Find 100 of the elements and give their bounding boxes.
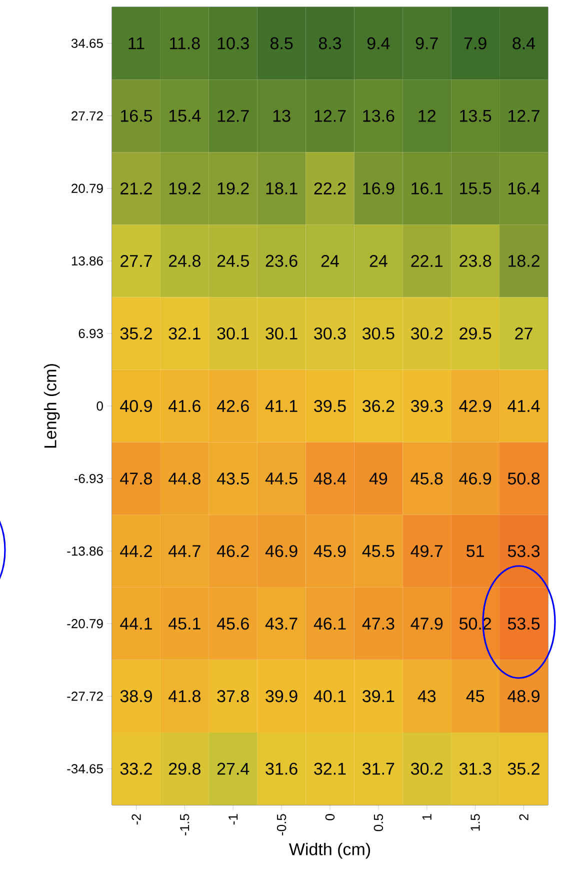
- data-label: 41.1: [265, 400, 298, 412]
- data-label: 15.5: [460, 182, 492, 194]
- y-tick-label: -34.65: [67, 764, 103, 774]
- data-label: 35.2: [508, 762, 540, 775]
- data-label: 47.3: [362, 618, 394, 630]
- data-label: 31.3: [459, 762, 492, 775]
- x-tick-label: 1: [422, 814, 432, 820]
- data-label: 45.9: [314, 545, 346, 558]
- data-label: 40.1: [314, 690, 346, 702]
- data-label: 13.6: [363, 110, 394, 122]
- data-label: 42.9: [459, 400, 492, 412]
- data-label: 45.5: [362, 545, 394, 558]
- data-label: 11.8: [170, 37, 200, 50]
- data-label: 16.5: [120, 110, 152, 122]
- data-label: 50.8: [508, 472, 540, 485]
- y-tick-label: -13.86: [67, 546, 103, 556]
- y-tick-label: -20.79: [67, 619, 103, 628]
- data-label: 12.7: [218, 110, 249, 122]
- data-label: 30.1: [266, 327, 298, 340]
- x-tick-label: 2: [519, 814, 528, 820]
- data-label: 8.5: [270, 37, 293, 50]
- data-label: 41.8: [168, 690, 200, 702]
- data-label: 36.2: [362, 400, 394, 412]
- x-tick-label: 0: [325, 814, 335, 820]
- data-label: 38.9: [120, 690, 152, 702]
- data-label: 22.1: [411, 254, 443, 267]
- y-axis-title: Lengh (cm): [44, 364, 60, 448]
- data-label: 47.9: [410, 618, 443, 630]
- data-label: 41.4: [508, 400, 540, 412]
- data-label: 39.9: [266, 690, 298, 702]
- data-label: 46.9: [265, 545, 298, 558]
- data-label: 51: [466, 545, 484, 558]
- data-label: 12.7: [508, 110, 540, 122]
- data-label: 45.8: [410, 472, 443, 485]
- data-label: 19.2: [218, 182, 249, 194]
- data-label: 44.1: [120, 618, 152, 630]
- data-label: 29.8: [168, 762, 200, 775]
- data-label: 24: [370, 254, 388, 267]
- data-label: 48.4: [314, 472, 346, 485]
- data-label: 8.3: [318, 37, 342, 50]
- data-label: 24: [321, 254, 339, 267]
- data-label: 13: [273, 110, 290, 122]
- data-label: 44.7: [168, 545, 200, 557]
- x-tick-label: -0.5: [276, 814, 286, 836]
- y-tick-label: 27.72: [72, 111, 103, 120]
- data-label: 9.7: [416, 37, 438, 50]
- data-label: 30.2: [410, 762, 443, 775]
- data-label: 46.2: [216, 545, 249, 558]
- data-label: 29.5: [460, 327, 492, 340]
- data-label: 45.1: [168, 618, 200, 630]
- data-label: 49.7: [410, 545, 443, 558]
- data-label: 8.4: [512, 37, 536, 50]
- x-tick-label: 0.5: [374, 814, 384, 832]
- data-label: 18.1: [266, 182, 298, 194]
- y-tick-label: 34.65: [71, 38, 103, 48]
- data-label: 42.6: [216, 400, 249, 412]
- y-tick-label: 20.79: [72, 184, 103, 193]
- data-label: 47.8: [120, 472, 152, 485]
- data-label: 49: [369, 472, 388, 485]
- data-label: 39.1: [362, 690, 394, 702]
- data-label: 30.3: [314, 327, 346, 340]
- data-label: 44.8: [168, 472, 200, 485]
- data-label: 13.5: [460, 110, 492, 122]
- data-label: 30.5: [362, 327, 394, 340]
- data-label: 12: [418, 110, 436, 122]
- data-label: 32.1: [314, 762, 346, 775]
- y-tick-label: 0: [96, 401, 103, 411]
- data-label: 40.9: [120, 400, 152, 412]
- data-label: 30.1: [217, 327, 249, 340]
- data-label: 44.5: [265, 472, 298, 484]
- y-tick-label: 6.93: [78, 328, 103, 338]
- data-label: 16.9: [363, 182, 394, 194]
- data-label: 48.9: [508, 690, 540, 702]
- data-label: 43: [418, 690, 436, 702]
- data-label: 53.5: [508, 618, 540, 630]
- data-label: 45.6: [216, 618, 249, 630]
- data-label: 16.1: [412, 182, 443, 194]
- data-label: 9.4: [367, 37, 390, 50]
- data-label: 15.4: [169, 110, 201, 122]
- data-label: 33.2: [120, 762, 152, 775]
- data-label: 19.2: [169, 182, 200, 194]
- x-axis-title: Width (cm): [288, 842, 370, 859]
- x-tick-label: 1.5: [470, 814, 480, 831]
- y-tick-label: -27.72: [67, 692, 103, 701]
- data-label: 18.2: [508, 254, 540, 267]
- data-label: 39.3: [410, 400, 443, 412]
- data-label: 22.2: [314, 182, 346, 194]
- data-label: 27: [515, 328, 532, 340]
- data-label: 21.2: [120, 182, 152, 194]
- y-tick-label: 13.86: [72, 256, 103, 266]
- data-label: 43.7: [265, 618, 298, 630]
- data-label: 32.1: [168, 327, 200, 340]
- data-label: 7.9: [464, 37, 486, 50]
- data-label: 37.8: [217, 690, 249, 702]
- data-label: 16.4: [508, 182, 540, 194]
- x-tick-label: -2: [132, 814, 141, 825]
- data-label: 45: [466, 690, 484, 702]
- data-label: 30.2: [410, 327, 443, 340]
- data-label: 24.8: [168, 254, 200, 267]
- data-label: 41.6: [168, 400, 200, 412]
